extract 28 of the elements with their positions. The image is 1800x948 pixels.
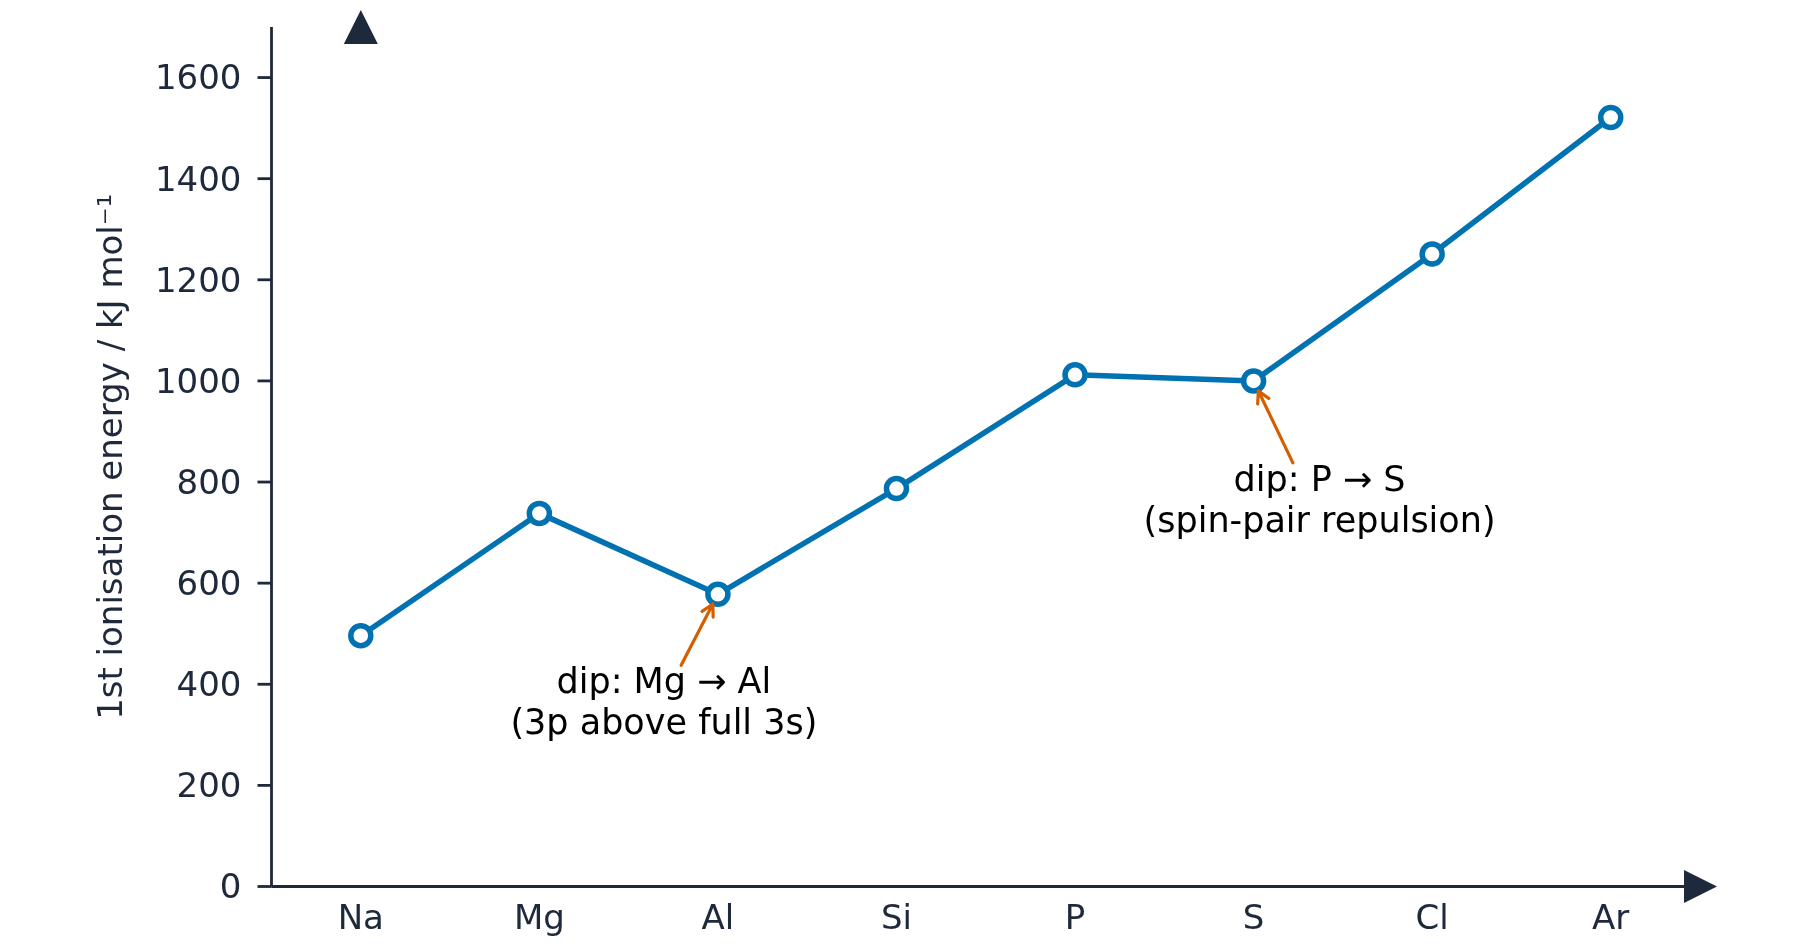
point (1419, 241, 1445, 267)
y-tick-label: 1600 (154, 57, 242, 98)
point (1240, 368, 1267, 394)
annotation: dip: Mg → Al (3p above full 3s) (510, 661, 818, 743)
x-tick-label: Ar (1592, 896, 1630, 937)
y-tick-label: 600 (176, 563, 242, 604)
y-tick-label: 800 (176, 461, 242, 502)
y-axis-title: 1st ionisation energy / kJ mol⁻¹ (89, 193, 130, 720)
x-tick-label: Na (337, 896, 384, 937)
y-tick-label: 1000 (154, 360, 242, 401)
x-tick-label: P (1064, 896, 1086, 937)
y-tick-label: 1400 (154, 158, 242, 199)
x-tick-label: Si (880, 896, 912, 937)
x-tick-label: Cl (1415, 896, 1449, 937)
point (1062, 362, 1088, 388)
point (348, 622, 374, 649)
point (705, 581, 731, 608)
y-tick-label: 400 (176, 664, 242, 705)
y-tick-label: 200 (176, 765, 242, 806)
y-tick-label: 1200 (154, 259, 242, 300)
x-tick-label: Mg (513, 896, 565, 937)
point (883, 475, 910, 502)
x-tick-label: Al (701, 896, 735, 937)
x-tick-label: S (1242, 896, 1265, 937)
point (1597, 104, 1624, 131)
y-tick-label: 0 (219, 866, 242, 907)
annotation: dip: P → S (spin-pair repulsion) (1143, 458, 1496, 540)
point (526, 500, 553, 527)
